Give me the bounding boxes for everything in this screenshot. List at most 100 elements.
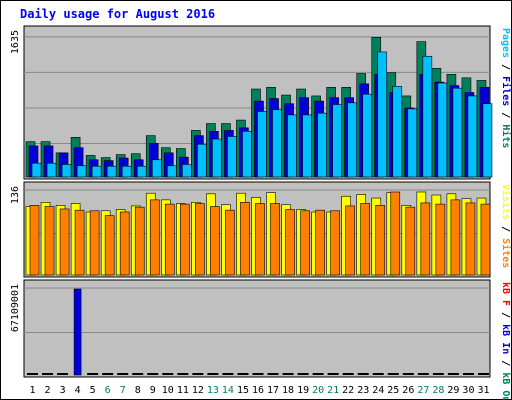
bar-sites-day-3 (59, 208, 70, 276)
bar-pages-day-15 (242, 130, 252, 178)
bar-pages-day-17 (272, 109, 282, 178)
x-tick-label: 25 (387, 385, 399, 396)
bottom-ymax-label: 67109001 (10, 284, 21, 332)
bar-pages-day-19 (302, 114, 312, 178)
bar-pages-day-22 (347, 102, 357, 178)
bar-sites-day-14 (225, 209, 235, 276)
bar-pages-day-27 (422, 55, 433, 178)
bar-pages-day-10 (166, 165, 177, 178)
bar-pages-day-18 (287, 114, 297, 178)
x-tick-label: 5 (90, 385, 96, 396)
bar-pages-day-20 (317, 112, 327, 178)
x-tick-label: 14 (222, 385, 234, 396)
bar-pages-day-1 (31, 162, 42, 178)
bar-pages-day-13 (212, 138, 222, 178)
bar-sites-day-16 (255, 203, 265, 276)
bar-sites-day-18 (285, 209, 295, 276)
bar-sites-day-22 (345, 205, 355, 276)
x-tick-label: 2 (45, 385, 51, 396)
bar-sites-day-1 (29, 205, 40, 276)
x-tick-label: 4 (75, 385, 81, 396)
x-tick-label: 1 (30, 385, 36, 396)
bar-pages-day-28 (437, 82, 448, 178)
x-tick-label: 10 (162, 385, 174, 396)
bar-sites-day-10 (164, 203, 175, 276)
x-tick-label: 6 (105, 385, 111, 396)
x-tick-label: 8 (135, 385, 141, 396)
x-tick-label: 3 (60, 385, 66, 396)
bar-sites-day-2 (44, 206, 55, 276)
x-tick-label: 12 (192, 385, 204, 396)
bar-sites-day-27 (420, 202, 431, 276)
bar-pages-day-2 (46, 162, 57, 178)
bar-sites-day-17 (270, 203, 280, 276)
x-tick-label: 29 (447, 385, 459, 396)
x-tick-label: 13 (207, 385, 219, 396)
bar-kbin-day-4 (73, 288, 82, 376)
bar-sites-day-29 (450, 199, 461, 276)
bar-sites-day-5 (89, 210, 100, 276)
bar-sites-day-11 (180, 203, 190, 276)
top-ymax-label: 1635 (10, 30, 21, 54)
bar-sites-day-12 (195, 203, 205, 276)
x-tick-label: 16 (252, 385, 264, 396)
x-tick-label: 18 (282, 385, 294, 396)
bar-pages-day-3 (61, 164, 72, 178)
bottom-panel-bg (23, 279, 491, 378)
top-axis-label: Pages / Files / Hits (500, 28, 512, 148)
bar-sites-day-30 (465, 202, 476, 276)
x-tick-label: 28 (432, 385, 444, 396)
chart-title: Daily usage for August 2016 (20, 7, 215, 21)
bar-pages-day-11 (182, 164, 192, 178)
bar-pages-day-23 (362, 93, 373, 178)
middle-ymax-label: 136 (10, 186, 21, 204)
bar-pages-day-24 (377, 51, 388, 178)
bar-pages-day-8 (136, 165, 147, 178)
x-tick-label: 17 (267, 385, 279, 396)
bar-pages-day-7 (121, 165, 132, 178)
bar-pages-day-5 (91, 165, 102, 178)
bar-sites-day-28 (435, 203, 446, 276)
bar-sites-day-25 (390, 191, 401, 276)
x-tick-label: 7 (120, 385, 126, 396)
bar-sites-day-15 (240, 201, 250, 276)
x-tick-label: 23 (357, 385, 369, 396)
bar-pages-day-16 (257, 111, 267, 178)
x-tick-label: 21 (327, 385, 339, 396)
bar-sites-day-24 (375, 205, 386, 276)
bar-pages-day-25 (392, 86, 403, 178)
bar-sites-day-19 (300, 210, 310, 276)
bar-sites-day-8 (134, 206, 145, 276)
x-tick-label: 19 (297, 385, 309, 396)
bar-sites-day-9 (149, 199, 160, 276)
bottom-panel: 67109001 kB F / kB In / kB Out (10, 279, 511, 400)
bar-sites-day-20 (315, 209, 325, 276)
x-tick-label: 15 (237, 385, 249, 396)
bar-pages-day-30 (467, 95, 478, 178)
bar-sites-day-7 (119, 211, 130, 276)
bar-pages-day-26 (407, 108, 418, 178)
x-tick-label: 27 (417, 385, 429, 396)
x-tick-label: 30 (462, 385, 474, 396)
x-tick-label: 24 (372, 385, 384, 396)
bar-sites-day-26 (405, 206, 416, 276)
x-tick-label: 26 (402, 385, 414, 396)
bar-pages-day-6 (106, 165, 117, 178)
x-tick-label: 11 (177, 385, 189, 396)
bar-sites-day-31 (480, 203, 491, 276)
bar-pages-day-29 (452, 87, 463, 178)
bar-sites-day-21 (330, 210, 340, 276)
bar-pages-day-9 (151, 159, 162, 178)
x-tick-label: 9 (150, 385, 156, 396)
bar-pages-day-31 (482, 103, 493, 178)
x-tick-label: 31 (477, 385, 489, 396)
x-tick-label: 22 (342, 385, 354, 396)
bottom-axis-label: kB F / kB In / kB Out (500, 282, 511, 400)
bar-sites-day-23 (360, 203, 371, 276)
bar-sites-day-13 (210, 206, 220, 276)
middle-axis-label: Visits / Sites (500, 184, 512, 268)
bar-sites-day-6 (104, 215, 115, 276)
x-tick-label: 20 (312, 385, 324, 396)
bar-pages-day-12 (197, 143, 207, 178)
